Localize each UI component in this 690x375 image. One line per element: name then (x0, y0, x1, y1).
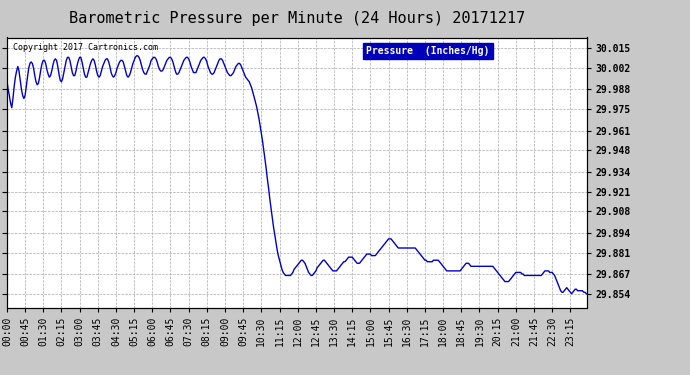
Text: Barometric Pressure per Minute (24 Hours) 20171217: Barometric Pressure per Minute (24 Hours… (68, 11, 525, 26)
Text: Copyright 2017 Cartronics.com: Copyright 2017 Cartronics.com (12, 43, 158, 52)
Text: Pressure  (Inches/Hg): Pressure (Inches/Hg) (366, 46, 490, 56)
